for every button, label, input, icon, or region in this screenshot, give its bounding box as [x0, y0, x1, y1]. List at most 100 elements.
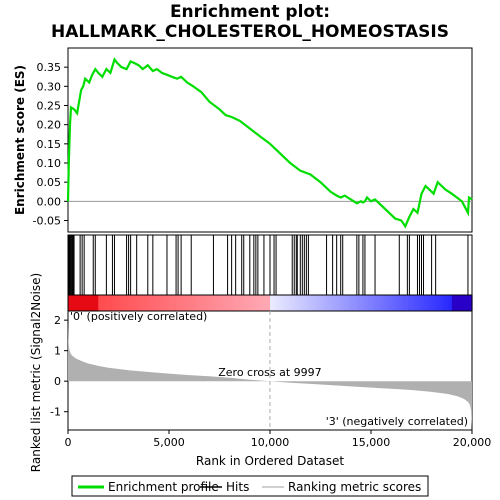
heat-cell — [364, 295, 369, 311]
legend: Enrichment profile Hits Ranking metric sco… — [71, 475, 429, 497]
legend-label-metric: Ranking metric scores — [288, 480, 421, 494]
legend-label-hits: Hits — [226, 480, 249, 494]
heat-cell — [394, 295, 399, 311]
heat-cell — [448, 295, 453, 311]
heat-cell — [327, 295, 332, 311]
heat-cell — [158, 295, 163, 311]
heat-cell — [391, 295, 396, 311]
heat-cell — [283, 295, 288, 311]
heat-cell — [74, 295, 79, 311]
heat-cell — [88, 295, 93, 311]
es-ylabel: Enrichment score (ES) — [13, 65, 27, 215]
es-ytick-label: 0.20 — [37, 119, 62, 132]
metric-ytick-label: -1 — [50, 406, 61, 419]
heat-cell — [384, 295, 389, 311]
xtick-label: 20,000 — [453, 436, 492, 449]
heat-cell — [131, 295, 136, 311]
heat-cell — [357, 295, 362, 311]
heat-cell — [108, 295, 113, 311]
heat-cell — [78, 295, 83, 311]
heat-cell — [121, 295, 126, 311]
heat-cell — [387, 295, 392, 311]
heat-cell — [401, 295, 406, 311]
heat-cell — [280, 295, 285, 311]
heat-cell — [411, 295, 416, 311]
heat-panel — [67, 294, 473, 312]
heat-cell — [468, 295, 473, 311]
es-ytick-label: -0.05 — [33, 215, 61, 228]
heat-cell — [145, 295, 150, 311]
heat-cell — [441, 295, 446, 311]
heat-cell — [101, 295, 106, 311]
heat-cell — [451, 295, 456, 311]
heat-cell — [256, 295, 261, 311]
heat-cell — [458, 295, 463, 311]
es-ytick-label: 0.10 — [37, 157, 62, 170]
es-ytick-label: 0.35 — [37, 61, 62, 74]
es-panel: 0.35 0.30 0.25 0.20 0.15 0.10 0.05 0.00 -0.05 Enr… — [13, 47, 473, 233]
heat-cell — [222, 295, 227, 311]
heat-cell — [216, 295, 221, 311]
heat-cell — [195, 295, 200, 311]
metric-ytick-label: 2 — [54, 314, 61, 327]
positive-label: '0' (positively correlated) — [70, 310, 207, 323]
heat-cell — [374, 295, 379, 311]
heat-cell — [428, 295, 433, 311]
negative-label: '3' (negatively correlated) — [326, 415, 468, 428]
heat-cell — [354, 295, 359, 311]
heat-cell — [330, 295, 335, 311]
heat-cell — [209, 295, 214, 311]
heat-cell — [206, 295, 210, 311]
heat-cell — [162, 295, 167, 311]
heat-cell — [461, 295, 466, 311]
heat-cell — [94, 295, 99, 311]
metric-area — [68, 323, 472, 427]
heat-cell — [408, 295, 412, 311]
x-axis: 0 5,000 10,000 15,000 20,000 Rank in Ordered … — [65, 430, 492, 468]
heat-cell — [360, 295, 365, 311]
heat-cell — [414, 295, 419, 311]
heat-cell — [350, 295, 355, 311]
heat-cell — [175, 295, 180, 311]
heat-cell — [226, 295, 231, 311]
heat-cell — [263, 295, 268, 311]
heat-cell — [340, 295, 345, 311]
chart-title: Enrichment plot: HALLMARK_CHOLESTEROL_HO… — [0, 2, 500, 42]
heat-cell — [317, 295, 322, 311]
heat-cell — [344, 295, 349, 311]
heat-cell — [105, 295, 109, 311]
legend-label-profile: Enrichment profile — [108, 480, 219, 494]
heat-cell — [296, 295, 301, 311]
es-ytick-label: 0.05 — [37, 176, 62, 189]
heat-cell — [152, 295, 157, 311]
heat-cell — [239, 295, 244, 311]
heat-cell — [128, 295, 133, 311]
heat-cell — [189, 295, 194, 311]
enrichment-profile-line — [66, 57, 473, 229]
title-line-1: Enrichment plot: — [169, 2, 331, 22]
heat-cell — [199, 295, 204, 311]
heat-cell — [182, 295, 187, 311]
es-ytick-label: 0.25 — [37, 100, 62, 113]
heat-cell — [84, 295, 89, 311]
heat-cell — [125, 295, 130, 311]
es-ytick-label: 0.30 — [37, 80, 62, 93]
xtick-label: 5,000 — [153, 436, 185, 449]
heat-cell — [81, 295, 86, 311]
heat-cell — [290, 295, 295, 311]
es-plot-frame — [67, 47, 473, 233]
heat-cell — [347, 295, 352, 311]
heat-cell — [229, 295, 234, 311]
heat-cell — [337, 295, 342, 311]
heat-cell — [367, 295, 372, 311]
heat-cell — [465, 295, 470, 311]
heat-cell — [179, 295, 184, 311]
heat-cell — [397, 295, 402, 311]
heat-cell — [98, 295, 103, 311]
heat-cell — [148, 295, 153, 311]
heat-cell — [249, 295, 254, 311]
xtick-label: 10,000 — [251, 436, 290, 449]
title-line-2: HALLMARK_CHOLESTEROL_HOMEOSTASIS — [51, 22, 449, 42]
heat-cell — [438, 295, 443, 311]
heat-cell — [333, 295, 338, 311]
